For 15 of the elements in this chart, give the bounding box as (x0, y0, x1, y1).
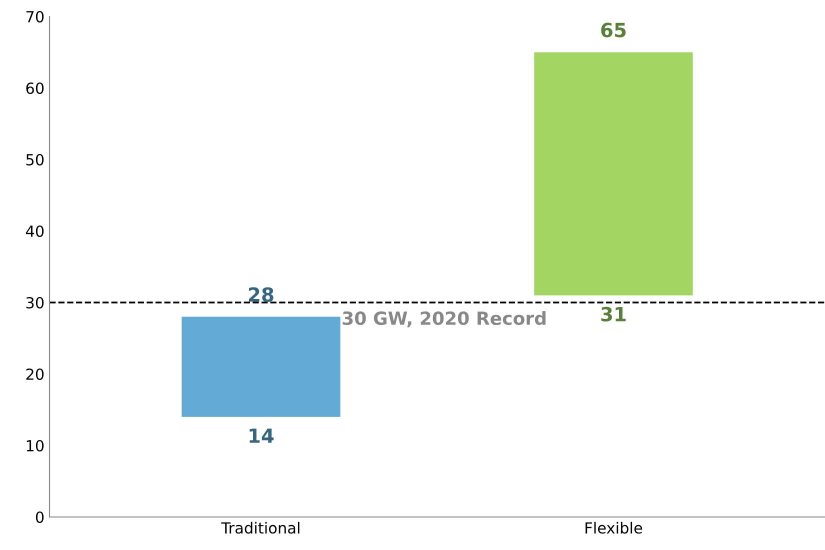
x-tick-label: Traditional (221, 522, 300, 534)
y-tick-label: 40 (26, 225, 44, 238)
ref-line-label: 30 GW, 2020 Record (342, 311, 546, 328)
annotation: 28 (249, 287, 274, 302)
y-tick-label: 0 (36, 511, 44, 524)
y-tick-label: 70 (26, 10, 44, 23)
y-tick-label: 10 (26, 440, 44, 452)
annotation: 31 (601, 306, 626, 322)
y-tick-label: 50 (26, 154, 44, 166)
x-tick-label: Flexible (586, 522, 642, 534)
annotation: 65 (601, 22, 626, 38)
y-tick-label: 60 (26, 82, 44, 94)
annotation: 14 (250, 428, 274, 443)
y-tick-label: 30 (26, 296, 44, 309)
y-tick-label: 20 (26, 368, 44, 380)
